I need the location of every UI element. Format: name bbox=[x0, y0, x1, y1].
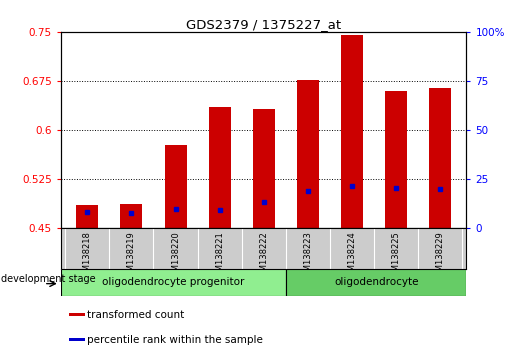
Text: GSM138222: GSM138222 bbox=[259, 232, 268, 282]
Text: GSM138229: GSM138229 bbox=[436, 232, 445, 282]
Text: GSM138220: GSM138220 bbox=[171, 232, 180, 282]
Bar bbox=[61, 269, 286, 296]
Bar bbox=[341, 35, 363, 228]
Bar bbox=[76, 205, 99, 228]
Bar bbox=[120, 204, 143, 228]
Bar bbox=[429, 87, 451, 228]
Text: transformed count: transformed count bbox=[87, 310, 184, 320]
Text: oligodendrocyte: oligodendrocyte bbox=[334, 277, 419, 287]
Text: oligodendrocyte progenitor: oligodendrocyte progenitor bbox=[102, 277, 245, 287]
Text: development stage: development stage bbox=[1, 274, 96, 284]
Bar bbox=[297, 80, 319, 228]
Text: GSM138221: GSM138221 bbox=[215, 232, 224, 282]
Bar bbox=[385, 91, 407, 228]
Title: GDS2379 / 1375227_at: GDS2379 / 1375227_at bbox=[186, 18, 341, 31]
Text: GSM138218: GSM138218 bbox=[83, 232, 92, 282]
Text: GSM138223: GSM138223 bbox=[303, 232, 312, 282]
Bar bbox=[286, 269, 466, 296]
Bar bbox=[69, 338, 85, 341]
Bar bbox=[253, 109, 275, 228]
Text: GSM138224: GSM138224 bbox=[347, 232, 356, 282]
Bar bbox=[164, 144, 187, 228]
Text: GSM138225: GSM138225 bbox=[391, 232, 400, 282]
Bar bbox=[69, 313, 85, 316]
Text: percentile rank within the sample: percentile rank within the sample bbox=[87, 335, 263, 344]
Text: GSM138219: GSM138219 bbox=[127, 232, 136, 282]
Bar bbox=[209, 107, 231, 228]
